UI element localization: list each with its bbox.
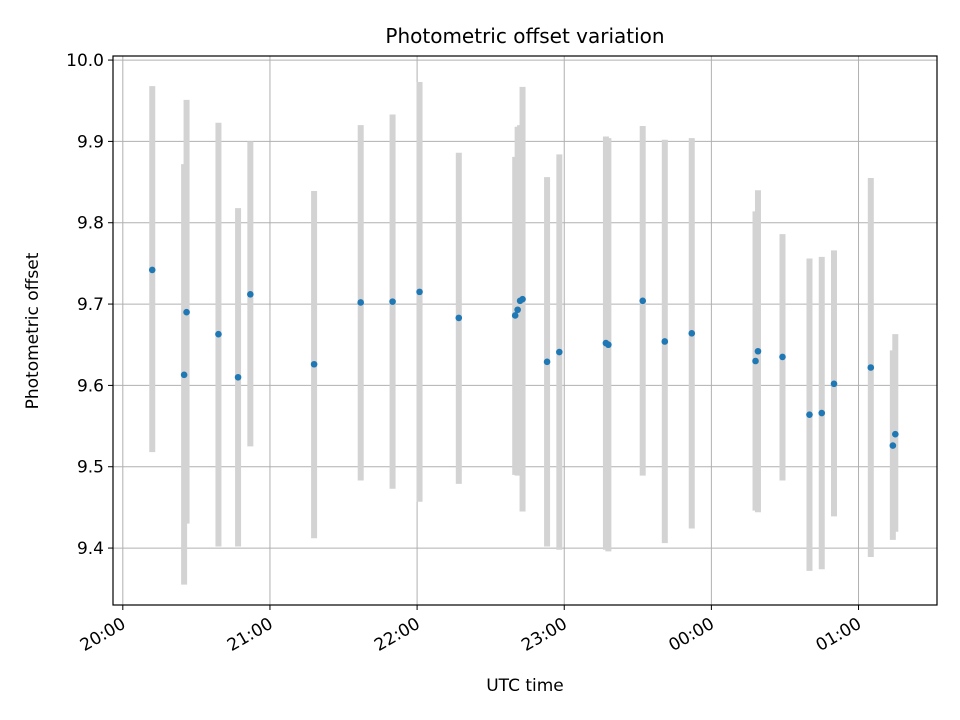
data-point xyxy=(234,373,242,381)
data-point xyxy=(455,314,463,322)
y-axis-ticks: 9.4 9.5 9.6 9.7 9.8 9.9 10.0 xyxy=(66,51,113,559)
data-point xyxy=(310,360,318,368)
y-tick-label: 9.5 xyxy=(77,458,104,478)
data-point xyxy=(357,299,364,306)
y-tick-label: 9.8 xyxy=(77,214,104,234)
data-point xyxy=(867,364,875,371)
data-point xyxy=(830,380,838,388)
data-point xyxy=(806,411,813,418)
data-point xyxy=(779,353,786,361)
y-axis-label: Photometric offset xyxy=(23,252,43,409)
data-point xyxy=(215,330,222,338)
data-point xyxy=(416,288,423,296)
y-tick-label: 9.9 xyxy=(77,132,104,152)
y-tick-label: 9.4 xyxy=(77,539,104,559)
x-axis-label: UTC time xyxy=(486,676,564,696)
y-tick-label: 10.0 xyxy=(66,51,104,71)
data-point xyxy=(688,330,696,337)
data-point xyxy=(183,308,190,316)
data-point xyxy=(605,341,612,349)
y-tick-label: 9.6 xyxy=(77,376,104,396)
data-point xyxy=(543,358,551,366)
data-point xyxy=(556,348,563,356)
data-point xyxy=(754,347,762,355)
data-point xyxy=(511,312,519,319)
y-tick-label: 9.7 xyxy=(77,295,104,315)
data-point xyxy=(389,298,396,305)
data-point xyxy=(247,291,254,298)
data-points xyxy=(148,266,899,449)
data-point xyxy=(818,409,826,417)
chart-title: Photometric offset variation xyxy=(385,24,664,48)
data-point xyxy=(148,266,156,274)
data-point xyxy=(514,306,521,314)
data-point xyxy=(661,338,669,345)
data-point xyxy=(752,357,759,365)
data-point xyxy=(892,430,899,438)
data-point xyxy=(639,297,647,305)
data-point xyxy=(519,295,526,303)
plot-frame xyxy=(112,55,938,606)
data-point xyxy=(180,371,188,379)
data-point xyxy=(889,442,897,449)
